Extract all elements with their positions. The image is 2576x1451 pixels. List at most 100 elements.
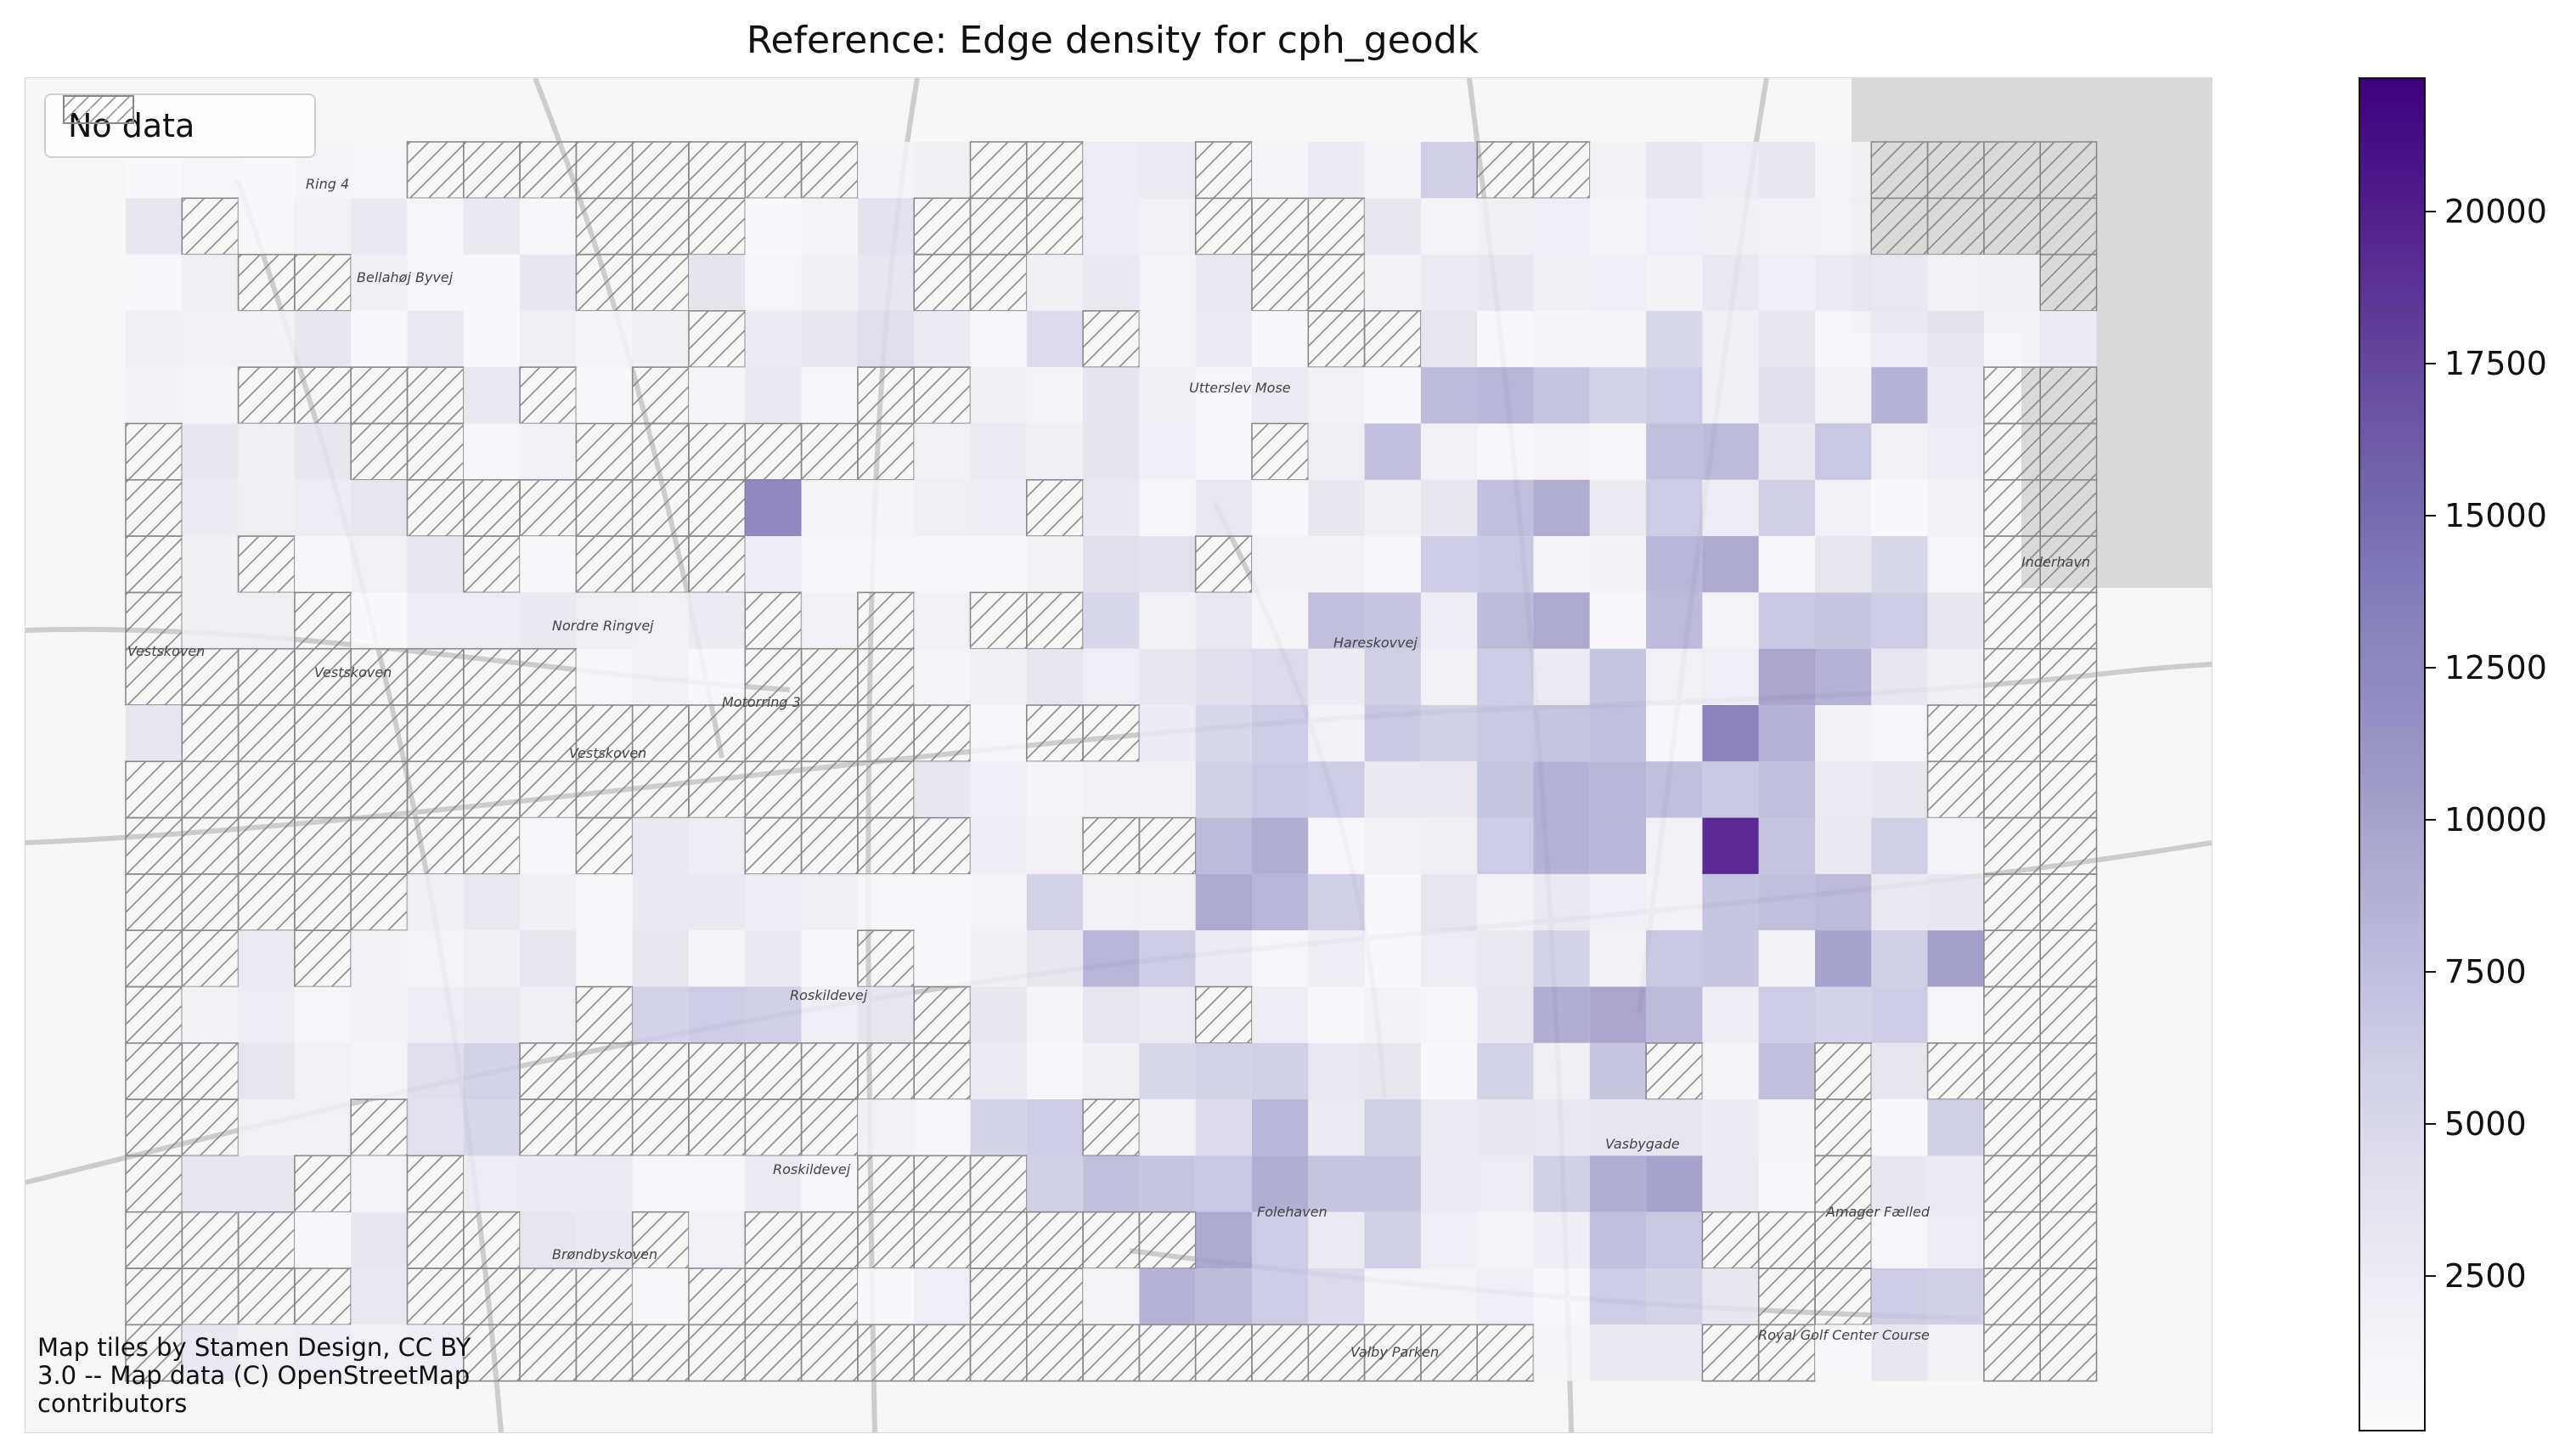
map-place-label: Royal Golf Center Course xyxy=(1758,1327,1930,1343)
density-cell xyxy=(1139,536,1196,593)
density-cell xyxy=(238,479,295,537)
density-cell xyxy=(1702,930,1759,987)
no-data-cell xyxy=(181,704,240,763)
no-data-cell xyxy=(1194,535,1253,594)
density-cell xyxy=(914,930,971,987)
attribution-line: 3.0 -- Map data (C) OpenStreetMap xyxy=(37,1361,471,1390)
no-data-cell xyxy=(462,1268,521,1326)
colorbar-tick xyxy=(2424,818,2436,821)
no-data-cell xyxy=(462,816,521,875)
density-cell xyxy=(1420,479,1478,537)
density-cell xyxy=(576,1211,633,1268)
no-data-cell xyxy=(462,535,521,594)
attribution-line: contributors xyxy=(37,1389,188,1418)
density-cell xyxy=(520,873,577,931)
no-data-cell xyxy=(631,141,690,200)
density-cell xyxy=(1364,1211,1421,1268)
density-cell xyxy=(745,254,802,311)
density-cell xyxy=(1364,761,1421,818)
density-cell xyxy=(1927,536,1984,593)
no-data-cell xyxy=(2039,366,2098,425)
density-cell xyxy=(1083,1268,1140,1325)
no-data-cell xyxy=(2039,985,2098,1044)
density-cell xyxy=(1871,1155,1928,1212)
no-data-cell xyxy=(1026,591,1084,650)
density-cell xyxy=(970,873,1027,931)
no-data-cell xyxy=(2039,760,2098,819)
no-data-cell xyxy=(631,535,690,594)
no-data-cell xyxy=(744,816,803,875)
density-cell xyxy=(407,930,464,987)
no-data-cell xyxy=(294,1155,352,1213)
density-cell xyxy=(970,536,1027,593)
density-cell xyxy=(857,986,915,1043)
no-data-cell xyxy=(406,704,465,763)
density-cell xyxy=(1646,142,1703,199)
density-cell xyxy=(1252,1155,1309,1212)
density-cell xyxy=(1083,986,1140,1043)
density-cell xyxy=(182,536,239,593)
density-cell xyxy=(1026,1099,1084,1156)
density-cell xyxy=(1252,986,1309,1043)
density-cell xyxy=(1815,1324,1872,1381)
density-cell xyxy=(294,310,352,368)
density-cell xyxy=(1026,423,1084,480)
no-data-cell xyxy=(1082,704,1141,763)
density-cell xyxy=(407,592,464,649)
density-cell xyxy=(970,1099,1027,1156)
density-cell xyxy=(238,423,295,480)
no-data-cell xyxy=(857,647,916,706)
density-cell xyxy=(1589,142,1647,199)
density-cell xyxy=(294,479,352,537)
no-data-cell xyxy=(575,1324,634,1382)
density-cell xyxy=(1252,761,1309,818)
density-cell xyxy=(1702,367,1759,424)
density-cell xyxy=(1758,761,1815,818)
no-data-cell xyxy=(350,704,409,763)
no-data-cell xyxy=(1251,1324,1310,1382)
density-cell xyxy=(182,1155,239,1212)
density-cell xyxy=(632,817,689,874)
no-data-cell xyxy=(2039,1042,2098,1100)
density-cell xyxy=(1420,536,1478,593)
no-data-cell xyxy=(1645,1042,1704,1100)
density-cell xyxy=(463,1099,521,1156)
density-cell xyxy=(1477,254,1534,311)
density-cell xyxy=(1195,1042,1252,1100)
density-cell xyxy=(801,536,858,593)
no-data-cell xyxy=(294,704,352,763)
map-canvas[interactable]: Utterslev Mose Vestskoven Vestskoven Vestsk… xyxy=(25,77,2212,1433)
no-data-cell xyxy=(1251,197,1310,256)
density-cell xyxy=(1252,367,1309,424)
density-cell xyxy=(1420,310,1478,368)
no-data-cell xyxy=(1983,647,2041,706)
density-cell xyxy=(1702,479,1759,537)
no-data-cell xyxy=(575,422,634,481)
density-cell xyxy=(1589,1155,1647,1212)
density-cell xyxy=(1871,423,1928,480)
density-cell xyxy=(1646,592,1703,649)
no-data-cell xyxy=(1307,310,1366,368)
no-data-cell xyxy=(462,704,521,763)
no-data-cell xyxy=(1926,760,1985,819)
density-cell xyxy=(970,705,1027,762)
density-cell xyxy=(689,592,746,649)
no-data-cell xyxy=(688,1268,747,1326)
density-cell xyxy=(1139,1155,1196,1212)
density-cell xyxy=(1139,310,1196,368)
density-cell xyxy=(351,986,408,1043)
density-cell xyxy=(801,198,858,255)
no-data-cell xyxy=(125,478,183,537)
no-data-cell xyxy=(631,478,690,537)
no-data-cell xyxy=(237,873,296,932)
density-cell xyxy=(1477,198,1534,255)
no-data-cell xyxy=(294,366,352,425)
map-attribution: Map tiles by Stamen Design, CC BY 3.0 --… xyxy=(37,1334,581,1418)
colorbar-tick-label: 10000 xyxy=(2444,800,2547,838)
no-data-cell xyxy=(1983,591,2041,650)
no-data-cell xyxy=(744,1098,803,1157)
no-data-cell xyxy=(462,1211,521,1269)
no-data-cell xyxy=(294,591,352,650)
no-data-cell xyxy=(125,1268,183,1326)
density-cell xyxy=(1589,873,1647,931)
